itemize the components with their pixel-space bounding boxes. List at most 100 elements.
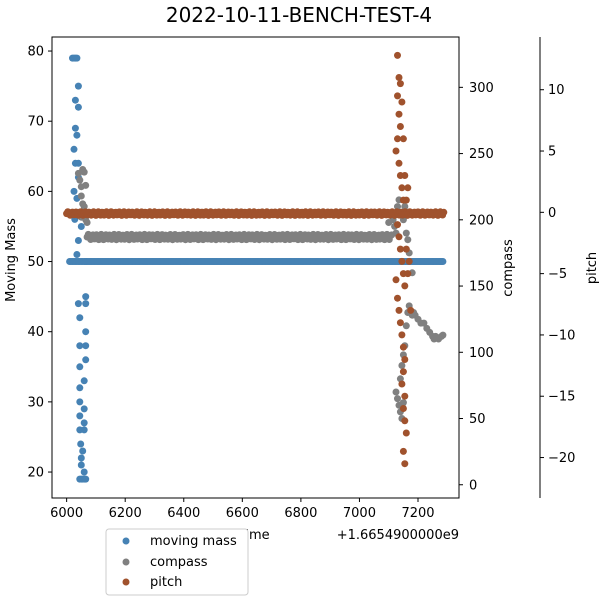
data-point-moving-mass xyxy=(79,447,87,455)
y-axis-label-moving-mass: Moving Mass xyxy=(4,218,19,302)
data-point-compass xyxy=(80,168,88,176)
data-point-compass xyxy=(82,181,90,189)
data-point-pitch xyxy=(401,417,409,425)
data-point-pitch xyxy=(396,80,404,88)
y-tick-label-pitch: −5 xyxy=(548,267,567,282)
y-axis-label-pitch: pitch xyxy=(585,252,600,284)
data-point-moving-mass xyxy=(77,223,85,230)
data-point-moving-mass xyxy=(80,426,88,434)
x-axis-offset-label: +1.6654900000e9 xyxy=(337,528,459,543)
data-point-pitch xyxy=(404,184,412,192)
data-point-compass xyxy=(83,219,91,226)
data-point-moving-mass xyxy=(74,237,82,244)
data-point-moving-mass xyxy=(82,300,90,308)
data-point-compass xyxy=(402,322,410,330)
data-point-pitch xyxy=(399,343,407,351)
y-tick-label-compass: 300 xyxy=(469,81,494,96)
data-point-pitch xyxy=(398,98,406,106)
data-point-pitch xyxy=(402,196,410,204)
data-point-pitch xyxy=(401,172,409,179)
data-point-compass xyxy=(392,388,400,396)
x-tick-label: 7000 xyxy=(343,506,376,521)
legend-box xyxy=(105,528,249,596)
series-compass xyxy=(74,166,447,422)
x-tick-label: 6400 xyxy=(167,506,200,521)
data-point-compass xyxy=(80,203,88,211)
data-point-moving-mass xyxy=(76,384,84,392)
data-point-compass xyxy=(399,399,407,407)
y-tick-label-compass: 50 xyxy=(469,412,486,427)
data-point-pitch xyxy=(399,135,407,143)
y-tick-label-moving-mass: 50 xyxy=(27,255,44,270)
data-point-pitch xyxy=(396,319,404,327)
data-point-moving-mass xyxy=(76,398,84,406)
data-point-pitch xyxy=(399,405,407,412)
data-point-moving-mass xyxy=(76,363,84,371)
legend-marker-pitch xyxy=(122,578,130,586)
data-point-compass xyxy=(420,319,428,327)
legend-marker-compass xyxy=(122,558,130,566)
data-point-pitch xyxy=(394,221,401,229)
data-point-compass xyxy=(394,395,401,403)
plot-frame xyxy=(51,36,460,499)
data-point-pitch xyxy=(396,245,404,253)
data-point-compass xyxy=(404,236,412,244)
y-tick-label-moving-mass: 40 xyxy=(27,325,44,340)
data-point-pitch xyxy=(401,460,409,468)
data-point-pitch xyxy=(399,447,407,455)
data-point-compass xyxy=(388,231,396,239)
data-point-pitch xyxy=(398,257,406,265)
data-point-pitch xyxy=(402,429,410,437)
y-tick-label-moving-mass: 30 xyxy=(27,395,44,410)
plot-area xyxy=(63,51,448,483)
data-point-pitch xyxy=(398,184,406,192)
y-tick-label-moving-mass: 20 xyxy=(27,466,44,481)
data-point-pitch xyxy=(395,110,403,118)
data-point-moving-mass xyxy=(74,300,82,308)
legend-marker-moving-mass xyxy=(122,537,130,545)
y-tick-label-pitch: 10 xyxy=(548,83,565,98)
legend-label-pitch: pitch xyxy=(150,575,182,590)
x-tick-label: 6800 xyxy=(284,506,317,521)
data-point-pitch xyxy=(395,159,403,167)
legend-label-compass: compass xyxy=(150,555,208,570)
data-point-moving-mass xyxy=(82,475,90,483)
data-point-moving-mass xyxy=(74,103,82,111)
data-point-moving-mass xyxy=(73,54,81,62)
data-point-moving-mass xyxy=(70,145,78,153)
series-moving-mass xyxy=(66,54,447,483)
data-point-pitch xyxy=(398,380,406,388)
y-tick-label-pitch: 0 xyxy=(548,206,556,221)
y-tick-label-compass: 250 xyxy=(469,147,494,162)
x-tick-label: 6000 xyxy=(50,506,83,521)
data-point-compass xyxy=(394,203,401,211)
data-point-moving-mass xyxy=(73,131,81,139)
y-tick-label-moving-mass: 80 xyxy=(27,45,44,60)
data-point-pitch xyxy=(440,208,448,216)
y-tick-label-pitch: −15 xyxy=(548,390,575,405)
data-point-moving-mass xyxy=(80,468,88,476)
data-point-compass xyxy=(77,192,85,200)
y-tick-label-compass: 0 xyxy=(469,478,477,493)
y-tick-label-pitch: −10 xyxy=(548,328,575,343)
data-point-moving-mass xyxy=(82,342,90,350)
data-point-pitch xyxy=(399,368,407,376)
data-point-moving-mass xyxy=(77,461,85,469)
data-point-moving-mass xyxy=(77,454,85,462)
data-point-moving-mass xyxy=(82,328,90,336)
axes: 6000 6200 6400 6600 6800 7000 7200203040506070… xyxy=(27,36,575,521)
data-point-pitch xyxy=(396,123,404,130)
legend-label-moving-mass: moving mass xyxy=(150,534,237,549)
y-tick-label-compass: 200 xyxy=(469,213,494,228)
data-point-pitch xyxy=(392,147,400,155)
y-tick-label-compass: 150 xyxy=(469,280,494,295)
data-point-moving-mass xyxy=(71,96,79,104)
data-point-moving-mass xyxy=(80,419,88,427)
data-point-pitch xyxy=(395,233,403,241)
y-axis-label-compass: compass xyxy=(501,239,516,297)
data-point-pitch xyxy=(395,306,403,314)
data-point-pitch xyxy=(407,306,415,314)
data-point-moving-mass xyxy=(71,124,79,132)
y-tick-label-compass: 100 xyxy=(469,346,494,361)
